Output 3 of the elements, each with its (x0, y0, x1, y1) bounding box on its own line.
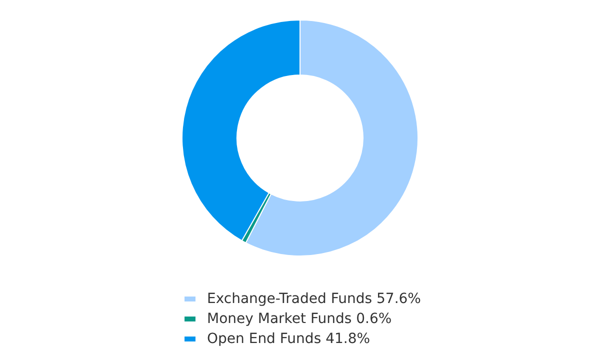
legend-label: Money Market Funds 0.6% (207, 311, 392, 327)
legend-label: Open End Funds 41.8% (207, 331, 370, 347)
legend-label: Exchange-Traded Funds 57.6% (207, 291, 421, 307)
